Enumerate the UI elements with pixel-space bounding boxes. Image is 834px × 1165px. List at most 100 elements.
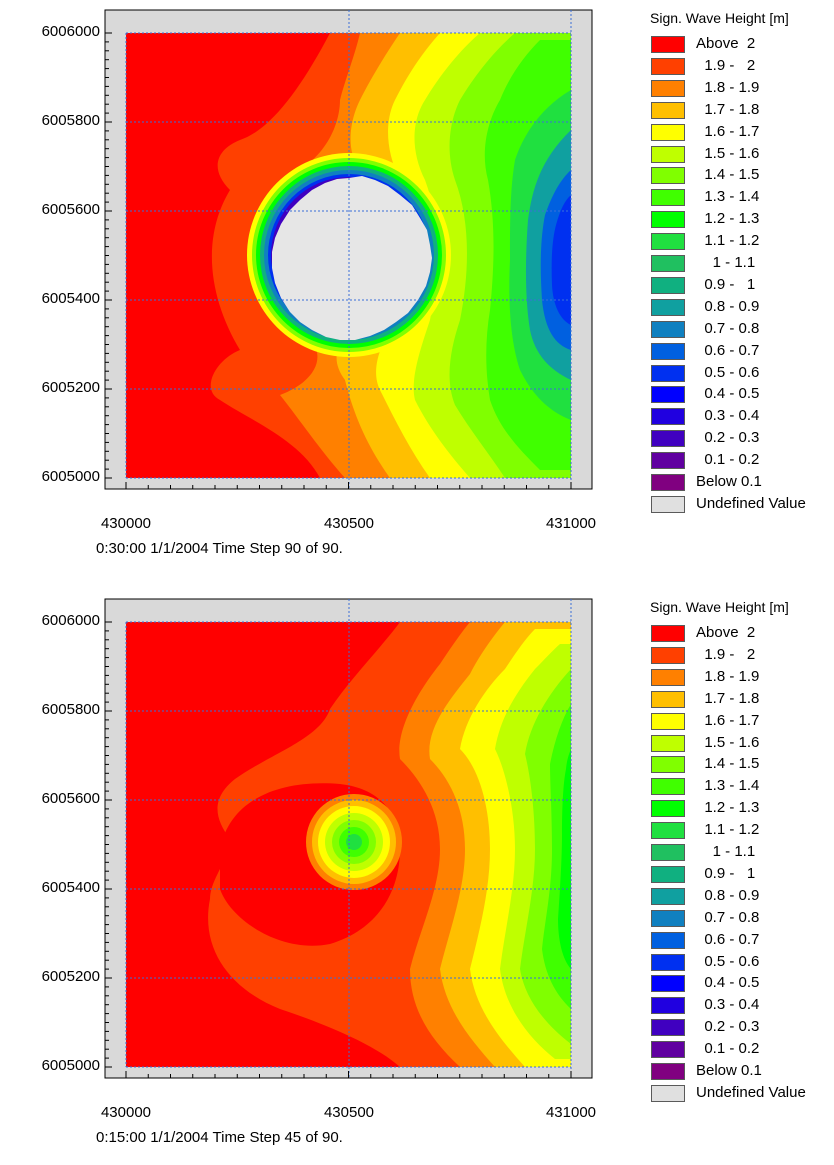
legend-item: 1.4 - 1.5 [651,166,834,185]
legend-item: 0.5 - 0.6 [651,953,834,971]
legend-label: 0.2 - 0.3 [696,1018,760,1036]
y-tick-label: 6005200 [41,968,100,985]
legend-item: Below 0.1 [651,1062,834,1080]
legend-swatch [651,778,685,796]
legend-item: 0.4 - 0.5 [651,385,834,404]
legend-label: 1.8 - 1.9 [696,78,760,96]
legend-swatch [651,123,685,141]
legend-swatch [651,931,685,949]
legend-item: 1.3 - 1.4 [651,188,834,207]
y-tick-label: 6005800 [41,701,100,718]
legend-swatch [651,145,685,163]
legend-label: 1.2 - 1.3 [696,210,760,228]
legend-item: Undefined Value [651,495,834,513]
legend-swatch [651,1084,685,1102]
legend-swatch [651,364,685,382]
legend-swatch [651,255,685,272]
legend-label: 1.3 - 1.4 [696,777,760,795]
legend-item: Below 0.1 [651,473,834,491]
x-tick-label: 430500 [323,515,375,532]
x-tick-label: 431000 [545,1104,597,1121]
legend-item: 0.2 - 0.3 [651,1018,834,1037]
legend-item: 1.6 - 1.7 [651,712,834,730]
legend-item: 0.7 - 0.8 [651,320,834,338]
legend-label: 1.5 - 1.6 [696,144,760,162]
legend-label: 1.9 - 2 [696,645,756,663]
legend-swatch [651,474,685,491]
legend-item: 1.8 - 1.9 [651,668,834,686]
legend-item: 0.1 - 0.2 [651,1040,834,1059]
legend-label: 0.8 - 0.9 [696,886,760,904]
chart-2-svg [104,598,593,1079]
legend-label: 1.8 - 1.9 [696,667,760,685]
x-tick-label: 430000 [100,515,152,532]
legend-label: 1.6 - 1.7 [696,122,760,140]
legend-item: 0.9 - 1 [651,865,834,883]
legend-item: 1.3 - 1.4 [651,777,834,796]
legend-swatch [651,1019,685,1037]
legend-label: 1.5 - 1.6 [696,733,760,751]
legend-item: 1.8 - 1.9 [651,79,834,97]
legend-item: 0.6 - 0.7 [651,931,834,949]
legend-swatch [651,233,685,251]
legend-swatch [651,36,685,53]
legend-label: 0.7 - 0.8 [696,908,760,926]
legend-item: 1.1 - 1.2 [651,821,834,840]
legend-label: Above 2 [696,35,756,52]
legend-item: 0.3 - 0.4 [651,996,834,1015]
legend-item: 1.2 - 1.3 [651,799,834,818]
legend-item: 1.7 - 1.8 [651,690,834,708]
legend-swatch [651,625,685,642]
legend-swatch [651,909,685,927]
legend-label: 0.6 - 0.7 [696,341,760,359]
legend-swatch [651,668,685,686]
y-tick-label: 6005000 [41,468,100,485]
legend-label: 0.9 - 1 [696,864,756,882]
tick-marks-1 [105,32,572,489]
legend-swatch [651,690,685,708]
legend-swatch [651,211,685,229]
legend-label: 0.5 - 0.6 [696,363,760,381]
legend-label: 0.6 - 0.7 [696,930,760,948]
legend-label: 1 - 1.1 [696,843,756,860]
legend-swatch [651,276,685,294]
legend-label: 1.9 - 2 [696,56,756,74]
legend-label: 1.4 - 1.5 [696,166,760,184]
legend-item: 1.5 - 1.6 [651,734,834,752]
legend-swatch [651,101,685,119]
legend-item: 0.3 - 0.4 [651,407,834,426]
legend-label: 0.9 - 1 [696,275,756,293]
legend-swatch [651,298,685,316]
legend-swatch [651,452,685,470]
legend-swatch [651,320,685,338]
legend-swatch [651,975,685,993]
legend-label: 1.6 - 1.7 [696,711,760,729]
legend-swatch [651,800,685,818]
legend-item: 1.5 - 1.6 [651,145,834,163]
legend-swatch [651,646,685,664]
legend-label: 0.4 - 0.5 [696,385,760,403]
legend-label: 1.7 - 1.8 [696,689,760,707]
legend-label: 1.1 - 1.2 [696,821,760,839]
y-tick-label: 6005400 [41,290,100,307]
y-tick-label: 6005000 [41,1057,100,1074]
y-tick-label: 6005600 [41,790,100,807]
legend-swatch [651,887,685,905]
legend-label: 0.8 - 0.9 [696,297,760,315]
legend-label: Above 2 [696,624,756,641]
legend-item: 0.2 - 0.3 [651,429,834,448]
legend-item: 1 - 1.1 [651,254,834,272]
legend-swatch [651,342,685,360]
legend-label: 0.2 - 0.3 [696,429,760,447]
legend-swatch [651,997,685,1015]
legend-label: Undefined Value [696,494,806,512]
legend-label: 1.1 - 1.2 [696,232,760,250]
legend-swatch [651,167,685,185]
legend-label: 0.7 - 0.8 [696,319,760,337]
contour-field-1 [126,33,571,478]
legend-label: 0.5 - 0.6 [696,952,760,970]
legend-swatch [651,430,685,448]
legend-swatch [651,756,685,774]
legend-label: 0.3 - 0.4 [696,996,760,1014]
x-tick-label: 431000 [545,515,597,532]
